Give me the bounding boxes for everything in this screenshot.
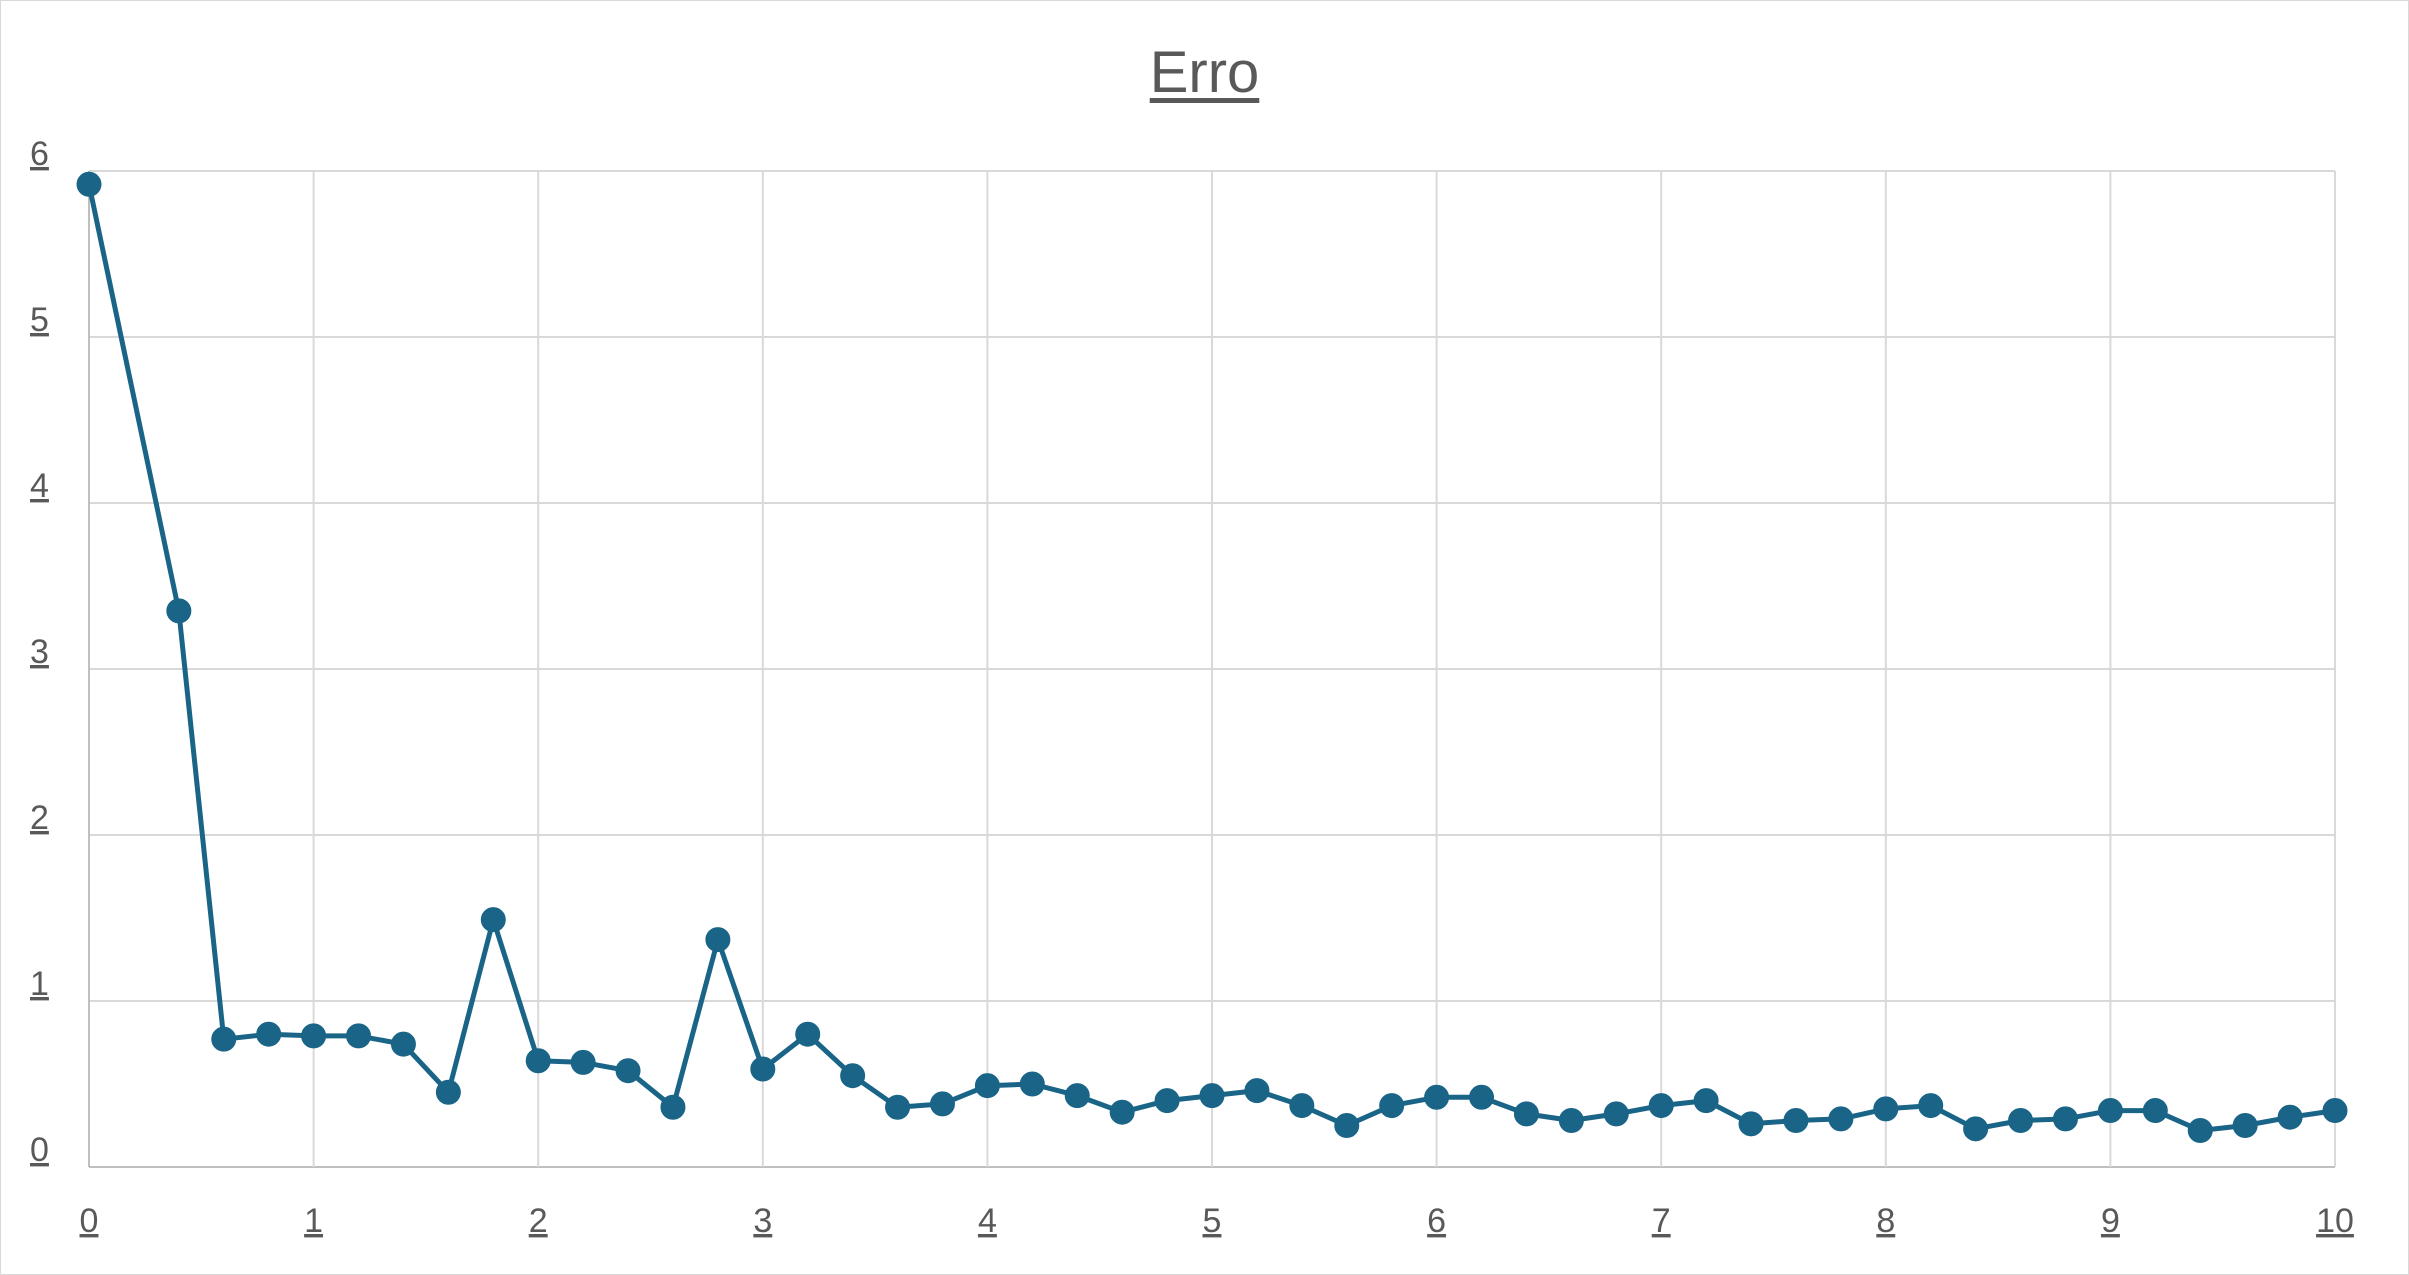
- data-point: [840, 1063, 866, 1089]
- data-point: [2097, 1098, 2123, 1124]
- data-point: [974, 1073, 1000, 1099]
- data-point: [1379, 1093, 1405, 1119]
- data-point: [2142, 1098, 2168, 1124]
- data-point: [929, 1091, 955, 1117]
- data-point: [660, 1094, 686, 1120]
- data-point: [166, 598, 192, 624]
- data-point: [1154, 1088, 1180, 1114]
- data-point: [1558, 1108, 1584, 1134]
- data-point: [1693, 1088, 1719, 1114]
- x-tick-label: 0: [80, 1202, 99, 1240]
- data-point: [211, 1026, 237, 1052]
- data-point: [2322, 1098, 2348, 1124]
- data-point: [705, 927, 731, 953]
- y-tick-label: 4: [30, 467, 49, 505]
- data-point: [256, 1021, 282, 1047]
- chart-title: Erro: [1149, 40, 1260, 105]
- gridlines: [88, 170, 2336, 1168]
- x-tick-label: 1: [304, 1202, 323, 1240]
- data-point: [1648, 1093, 1674, 1119]
- data-point: [1244, 1078, 1270, 1104]
- data-point: [525, 1048, 551, 1074]
- data-point: [1603, 1101, 1629, 1127]
- data-point: [301, 1023, 327, 1049]
- data-point: [750, 1056, 776, 1082]
- data-point: [1828, 1106, 1854, 1132]
- x-tick-label: 2: [529, 1202, 548, 1240]
- data-point: [1873, 1096, 1899, 1122]
- y-tick-label: 2: [30, 799, 49, 837]
- data-point: [346, 1023, 372, 1049]
- data-point: [1469, 1084, 1495, 1110]
- data-point: [435, 1079, 461, 1105]
- data-point: [1289, 1093, 1315, 1119]
- data-point: [1738, 1111, 1764, 1137]
- y-tick-label: 1: [30, 965, 49, 1003]
- data-point: [795, 1021, 821, 1047]
- data-point: [2008, 1108, 2034, 1134]
- x-tick-label: 4: [978, 1202, 997, 1240]
- data-point: [615, 1058, 641, 1084]
- data-point: [1109, 1099, 1135, 1125]
- data-point: [2052, 1106, 2078, 1132]
- y-tick-label: 3: [30, 633, 49, 671]
- x-tick-label: 10: [2316, 1202, 2354, 1240]
- data-point: [1019, 1071, 1045, 1097]
- data-point: [2277, 1104, 2303, 1130]
- y-tick-label: 6: [30, 135, 49, 173]
- tick-labels: 0 1 2 3 4 5 6 0 1 2 3 4 5 6 7 8 9 10: [30, 135, 2354, 1240]
- data-point: [390, 1031, 416, 1057]
- x-tick-label: 8: [1876, 1202, 1895, 1240]
- y-tick-label: 0: [30, 1131, 49, 1169]
- x-tick-label: 7: [1652, 1202, 1671, 1240]
- x-tick-label: 9: [2101, 1202, 2120, 1240]
- data-point: [2187, 1117, 2213, 1143]
- data-point: [570, 1049, 596, 1075]
- data-point: [76, 171, 102, 197]
- data-point: [2232, 1113, 2258, 1138]
- data-point: [1424, 1084, 1450, 1110]
- data-point: [1918, 1093, 1944, 1119]
- data-point: [1199, 1083, 1225, 1109]
- data-point: [480, 907, 506, 933]
- data-point: [1963, 1116, 1989, 1142]
- data-point: [885, 1094, 911, 1120]
- x-tick-label: 6: [1427, 1202, 1446, 1240]
- data-point: [1334, 1113, 1360, 1138]
- x-tick-label: 3: [753, 1202, 772, 1240]
- data-point: [1064, 1083, 1090, 1109]
- x-tick-label: 5: [1203, 1202, 1222, 1240]
- series-layer: [76, 171, 2348, 1143]
- data-point: [1783, 1108, 1809, 1134]
- y-tick-label: 5: [30, 301, 49, 339]
- data-point: [1513, 1101, 1539, 1127]
